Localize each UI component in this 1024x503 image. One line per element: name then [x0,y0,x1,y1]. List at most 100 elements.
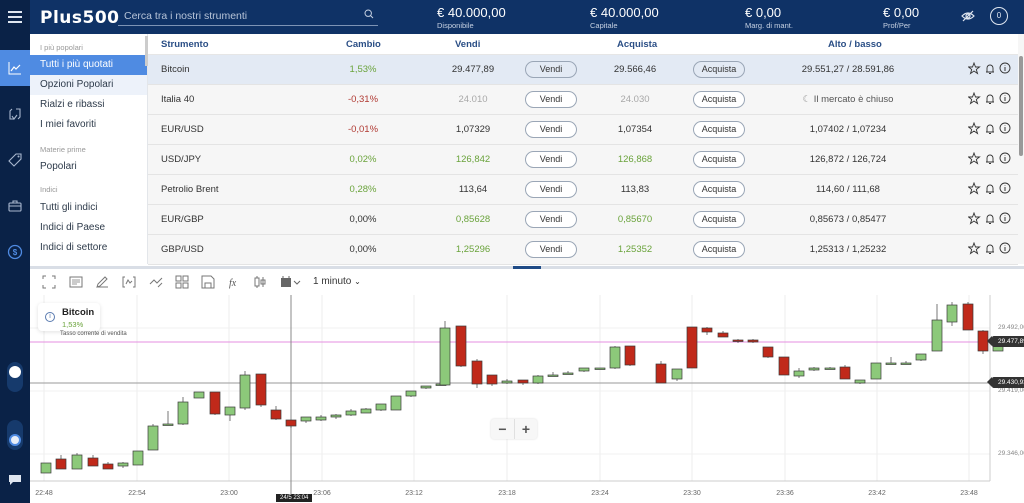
nav-trade[interactable] [0,50,30,86]
table-row[interactable]: USD/JPY 0,02% 126,842 Vendi 126,868 Acqu… [148,145,1018,175]
sell-button[interactable]: Vendi [525,241,577,258]
info-icon[interactable] [999,212,1011,224]
nav-positions[interactable] [0,96,30,132]
bell-icon[interactable] [986,184,994,194]
candlestick-plot[interactable] [30,295,1024,503]
star-icon[interactable] [968,182,981,195]
category-indici-settore[interactable]: Indici di settore [40,242,108,253]
sell-button[interactable]: Vendi [525,151,577,168]
notifications-button[interactable]: 0 [990,7,1008,25]
table-row[interactable]: Petrolio Brent 0,28% 113,64 Vendi 113,83… [148,175,1018,205]
col-acquista[interactable]: Acquista [617,39,658,50]
splitter-handle[interactable] [513,266,541,269]
star-icon[interactable] [968,152,981,165]
col-vendi[interactable]: Vendi [455,39,481,50]
buy-button[interactable]: Acquista [693,61,745,78]
bell-icon[interactable] [986,214,994,224]
theme-toggle[interactable] [7,362,23,392]
star-icon[interactable] [968,212,981,225]
table-row[interactable]: GBP/USD 0,00% 1,25296 Vendi 1,25352 Acqu… [148,235,1018,265]
info-icon[interactable] [999,92,1011,104]
fullscreen-icon[interactable] [42,275,56,289]
buy-button[interactable]: Acquista [693,121,745,138]
category-miei-favoriti[interactable]: I miei favoriti [40,119,97,130]
category-tutti-piu-quotati[interactable]: Tutti i più quotati [30,55,147,75]
layout-grid-icon[interactable] [175,275,189,289]
info-icon[interactable] [999,62,1011,74]
zoom-in-button[interactable]: + [514,419,537,439]
category-scrollbar[interactable] [145,36,148,66]
instrument-name: Bitcoin [161,64,190,75]
bell-icon[interactable] [986,244,994,254]
info-icon[interactable] [999,122,1011,134]
chart-notes-icon[interactable] [69,275,83,289]
pencil-draw-icon[interactable] [95,275,109,289]
star-icon[interactable] [968,92,981,105]
table-row[interactable]: Italia 40 -0,31% 24.010 Vendi 24.030 Acq… [148,85,1018,115]
save-icon[interactable] [201,275,215,289]
buy-price: 0,85670 [617,214,653,225]
hamburger-menu-button[interactable] [0,0,30,34]
mode-toggle[interactable] [7,420,23,450]
sell-button[interactable]: Vendi [525,121,577,138]
sell-button[interactable]: Vendi [525,181,577,198]
info-icon[interactable]: i [45,312,55,322]
table-header [148,34,1018,55]
search-input[interactable]: Cerca tra i nostri strumenti [118,6,378,26]
buy-button[interactable]: Acquista [693,91,745,108]
info-icon[interactable] [999,182,1011,194]
star-icon[interactable] [968,62,981,75]
nav-portfolio[interactable] [0,188,30,224]
trend-line-icon[interactable] [149,275,163,289]
chat-icon[interactable] [8,474,22,486]
price-chart[interactable]: i Bitcoin 1,53% Tasso corrente di vendit… [30,295,1024,503]
candlestick-type-icon[interactable] [253,275,267,289]
bell-icon[interactable] [986,154,994,164]
table-row[interactable]: Bitcoin 1,53% 29.477,89 Vendi 29.566,46 … [148,55,1018,85]
hide-balance-eye-icon[interactable] [960,8,976,24]
col-alto-basso[interactable]: Alto / basso [828,39,882,50]
sell-price: 0,85628 [455,214,491,225]
star-icon[interactable] [968,122,981,135]
category-indici-paese[interactable]: Indici di Paese [40,222,106,233]
category-opzioni-popolari[interactable]: Opzioni Popolari [30,75,147,95]
category-rialzi-ribassi[interactable]: Rialzi e ribassi [40,99,105,110]
star-icon[interactable] [968,242,981,255]
category-popolari[interactable]: Popolari [40,161,77,172]
info-icon[interactable] [999,242,1011,254]
x-tick: 23:00 [220,490,238,497]
nav-orders[interactable] [0,142,30,178]
sell-button[interactable]: Vendi [525,61,577,78]
category-tutti-indici[interactable]: Tutti gli indici [40,202,98,213]
table-row[interactable]: EUR/GBP 0,00% 0,85628 Vendi 0,85670 Acqu… [148,205,1018,235]
bell-icon[interactable] [986,94,994,104]
nav-funds[interactable]: $ [0,234,30,270]
bell-icon[interactable] [986,64,994,74]
calendar-icon[interactable] [280,275,294,289]
tag-icon [8,153,22,167]
info-icon[interactable] [999,152,1011,164]
buy-price: 29.566,46 [613,64,657,75]
buy-button[interactable]: Acquista [693,211,745,228]
function-fx-icon[interactable]: fx [227,275,241,289]
table-scrollbar[interactable] [1019,56,1023,156]
buy-button[interactable]: Acquista [693,241,745,258]
col-strumento[interactable]: Strumento [161,39,209,50]
chevron-down-icon[interactable] [293,275,301,289]
buy-button[interactable]: Acquista [693,151,745,168]
buy-button[interactable]: Acquista [693,181,745,198]
sell-button[interactable]: Vendi [525,91,577,108]
instrument-change: -0,31% [347,94,379,105]
panel-splitter[interactable] [30,266,1024,269]
indicator-bracket-icon[interactable] [122,275,136,289]
bell-icon[interactable] [986,124,994,134]
instrument-table: Strumento Cambio Vendi Acquista Alto / b… [148,34,1018,265]
timeframe-select[interactable]: 1 minuto ⌄ [313,276,361,287]
sell-button[interactable]: Vendi [525,211,577,228]
y-tick: 29.419,00 [998,387,1024,394]
col-cambio[interactable]: Cambio [346,39,381,50]
zoom-out-button[interactable]: − [498,421,507,437]
table-row[interactable]: EUR/USD -0,01% 1,07329 Vendi 1,07354 Acq… [148,115,1018,145]
instrument-change: 0,00% [349,214,377,225]
search-icon[interactable] [364,9,374,19]
